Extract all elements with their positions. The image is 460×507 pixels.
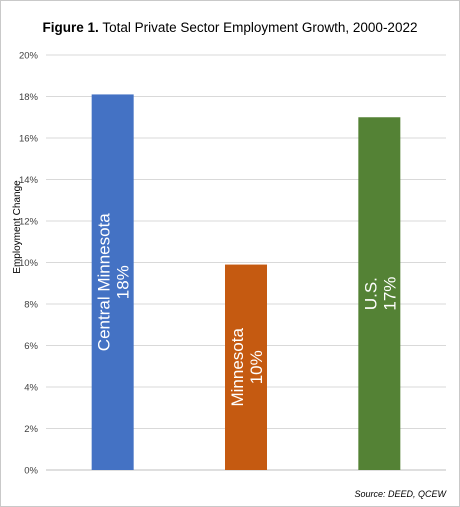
bar-value-label: 18%: [114, 265, 133, 299]
y-tick-label: 4%: [24, 383, 38, 394]
y-axis-label: Employment Change: [12, 180, 23, 274]
figure-title: Total Private Sector Employment Growth, …: [102, 20, 418, 35]
y-tick-label: 16%: [19, 134, 39, 145]
y-tick-label: 18%: [19, 92, 39, 103]
bar-value-label: 10%: [247, 350, 266, 384]
y-tick-label: 14%: [19, 175, 39, 186]
bar-u-s: [358, 117, 401, 470]
bar-minnesota: [225, 264, 267, 470]
bar-central-minnesota: [91, 94, 134, 471]
bar-label-group: Central Minnesota 18%: [95, 213, 133, 352]
y-tick-label: 0%: [24, 466, 38, 477]
bar-category-label: Central Minnesota: [95, 213, 114, 352]
y-tick-label: 20%: [19, 51, 39, 62]
bar-label-group: Minnesota 10%: [228, 328, 266, 407]
bar-category-label: U.S.: [361, 277, 380, 310]
y-tick-label: 8%: [24, 300, 38, 311]
y-tick-label: 6%: [24, 341, 38, 352]
bars: [91, 94, 401, 471]
bar-category-label: Minnesota: [228, 328, 247, 407]
bar-value-label: 17%: [380, 277, 399, 311]
figure-label: Figure 1.: [42, 20, 99, 35]
y-axis-ticks: 0% 2% 4% 6% 8% 10% 12% 14% 16% 18% 20%: [19, 51, 39, 477]
y-tick-label: 10%: [19, 258, 39, 269]
chart-title: Figure 1. Total Private Sector Employmen…: [0, 20, 460, 35]
y-tick-label: 12%: [19, 217, 39, 228]
source-note: Source: DEED, QCEW: [354, 489, 446, 499]
bar-data-labels: Central Minnesota 18% Minnesota 10% U.S. 17%: [95, 213, 400, 407]
y-tick-label: 2%: [24, 424, 38, 435]
bar-label-group: U.S. 17%: [361, 277, 399, 311]
